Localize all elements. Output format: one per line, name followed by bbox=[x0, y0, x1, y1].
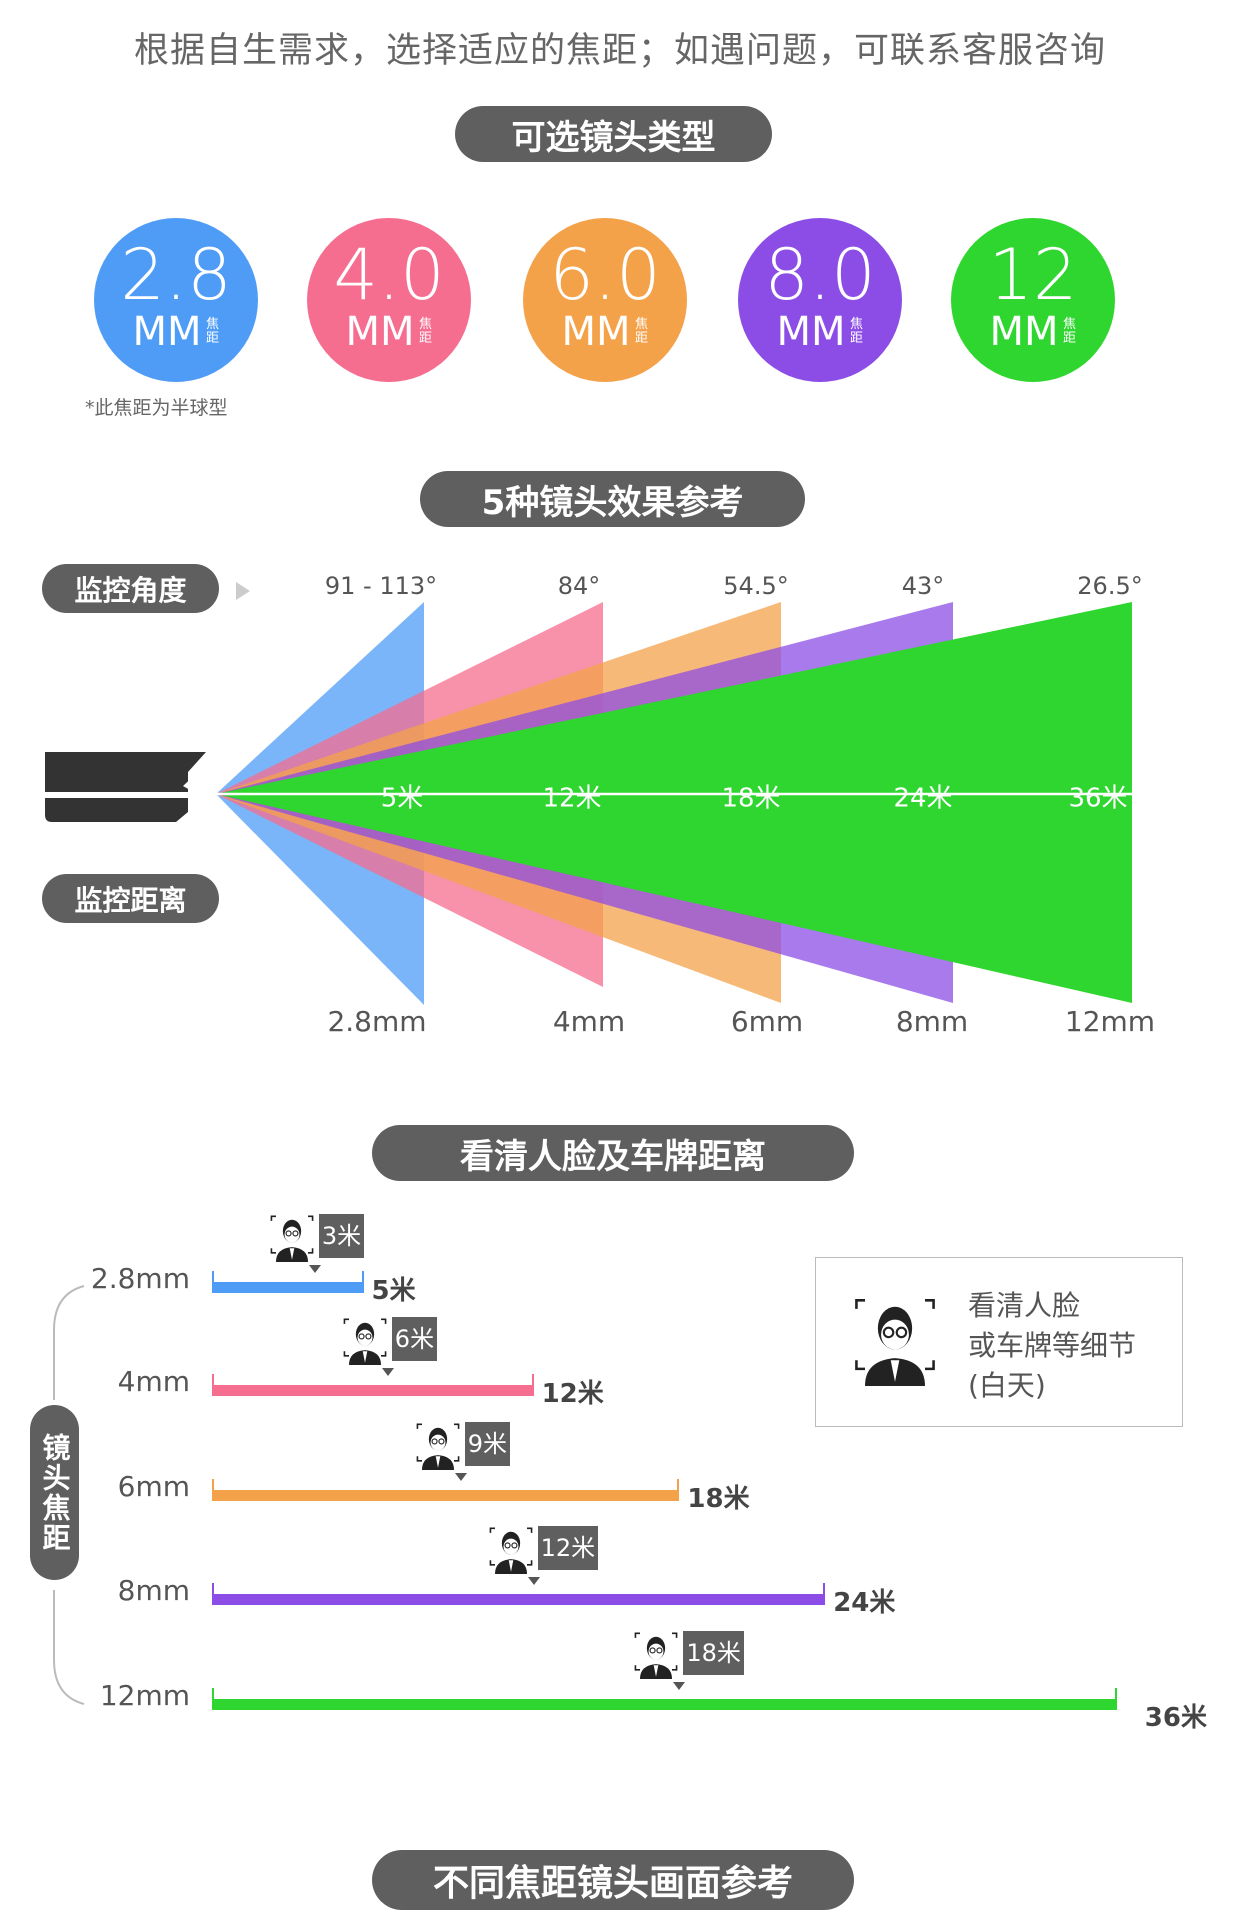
axis-label-text: 镜头焦距 bbox=[38, 1432, 72, 1553]
range-max-label: 12米 bbox=[541, 1379, 604, 1409]
focal-label: 2.8mm bbox=[327, 1005, 427, 1038]
face-icon bbox=[342, 1317, 388, 1369]
face-distance-badge: 9米 bbox=[464, 1422, 510, 1466]
marker-arrow-icon bbox=[673, 1682, 686, 1690]
distance-label: 18米 bbox=[721, 783, 781, 814]
marker-arrow-icon bbox=[381, 1368, 394, 1376]
face-distance-badge: 12米 bbox=[537, 1526, 599, 1570]
angle-label: 26.5° bbox=[1077, 572, 1143, 600]
lens-value: 12 bbox=[988, 234, 1078, 316]
lens-circle-0: 2.8 MM 焦距 bbox=[94, 218, 258, 382]
section-title-lens-types: 可选镜头类型 bbox=[455, 106, 772, 162]
marker-arrow-icon bbox=[454, 1473, 467, 1481]
lens-sub: 焦距 bbox=[419, 317, 433, 346]
face-icon bbox=[488, 1526, 534, 1578]
intro-text: 根据自生需求，选择适应的焦距；如遇问题，可联系客服咨询 bbox=[133, 31, 1106, 71]
range-focal-label: 12mm bbox=[99, 1679, 190, 1712]
dome-note: *此焦距为半球型 bbox=[85, 397, 228, 419]
range-focal-label: 2.8mm bbox=[90, 1262, 190, 1295]
face-distance-badge: 3米 bbox=[318, 1214, 365, 1258]
lens-unit: MM bbox=[345, 309, 415, 355]
face-distance-badge: 6米 bbox=[391, 1317, 438, 1361]
range-max-label: 5米 bbox=[371, 1276, 416, 1306]
bracket-line bbox=[53, 1285, 85, 1705]
face-icon bbox=[415, 1422, 461, 1474]
range-bar bbox=[212, 1385, 534, 1396]
distance-label: 24米 bbox=[893, 783, 953, 814]
face-icon bbox=[633, 1631, 679, 1683]
lens-sub: 焦距 bbox=[635, 317, 649, 346]
lens-value: 2.8 bbox=[120, 234, 232, 316]
arrow-right-icon bbox=[236, 582, 250, 600]
range-end-tick bbox=[677, 1479, 680, 1501]
fan-wedge-12mm bbox=[216, 602, 1132, 1003]
angle-label: 54.5° bbox=[723, 572, 789, 600]
angle-label: 91 - 113° bbox=[324, 572, 438, 600]
lens-unit: MM bbox=[989, 309, 1059, 355]
range-bar bbox=[212, 1282, 364, 1293]
range-start-tick bbox=[212, 1479, 214, 1501]
legend-line-2: 或车牌等细节 bbox=[968, 1329, 1137, 1362]
range-max-label: 36米 bbox=[1144, 1703, 1207, 1733]
fan-diagram bbox=[45, 602, 1132, 1005]
range-bar bbox=[212, 1490, 680, 1501]
face-recognition-icon bbox=[855, 1299, 935, 1386]
face-icon bbox=[269, 1214, 315, 1266]
distance-label: 12米 bbox=[542, 783, 602, 814]
range-start-tick bbox=[212, 1271, 214, 1293]
marker-arrow-icon bbox=[527, 1577, 540, 1585]
range-start-tick bbox=[212, 1583, 214, 1605]
lens-unit: MM bbox=[132, 309, 202, 355]
lens-unit: MM bbox=[561, 309, 631, 355]
lens-unit: MM bbox=[776, 309, 846, 355]
lens-sub: 焦距 bbox=[206, 317, 220, 346]
angle-label: 84° bbox=[557, 572, 601, 600]
section-title-face-distance: 看清人脸及车牌距离 bbox=[372, 1125, 854, 1181]
angle-label-pill: 监控角度 bbox=[42, 564, 219, 613]
range-start-tick bbox=[212, 1374, 214, 1396]
range-focal-label: 6mm bbox=[117, 1470, 190, 1503]
range-end-tick bbox=[531, 1374, 534, 1396]
lens-value: 6.0 bbox=[549, 234, 661, 316]
lens-circle-1: 4.0 MM 焦距 bbox=[307, 218, 471, 382]
lens-value: 4.0 bbox=[333, 234, 445, 316]
camera-icon bbox=[45, 752, 206, 822]
angle-label: 43° bbox=[901, 572, 945, 600]
section-title-picture-reference: 不同焦距镜头画面参考 bbox=[372, 1850, 854, 1910]
legend-line-3: (白天) bbox=[968, 1369, 1046, 1402]
distance-label: 36米 bbox=[1068, 783, 1128, 814]
lens-focal-axis-label: 镜头焦距 bbox=[30, 1405, 79, 1580]
focal-label: 6mm bbox=[730, 1005, 804, 1038]
range-bar bbox=[212, 1699, 1117, 1710]
lens-circle-4: 12 MM 焦距 bbox=[951, 218, 1115, 382]
lens-circle-2: 6.0 MM 焦距 bbox=[523, 218, 687, 382]
lens-sub: 焦距 bbox=[850, 317, 864, 346]
marker-arrow-icon bbox=[308, 1265, 321, 1273]
range-focal-label: 4mm bbox=[117, 1365, 190, 1398]
range-end-tick bbox=[1114, 1688, 1117, 1710]
range-start-tick bbox=[212, 1688, 214, 1710]
distance-label-pill: 监控距离 bbox=[42, 874, 219, 923]
focal-label: 12mm bbox=[1064, 1005, 1156, 1038]
section-title-lens-effects: 5种镜头效果参考 bbox=[420, 471, 805, 527]
range-max-label: 18米 bbox=[687, 1484, 750, 1514]
face-distance-badge: 18米 bbox=[683, 1631, 744, 1675]
lens-value: 8.0 bbox=[764, 234, 876, 316]
range-end-tick bbox=[823, 1583, 826, 1605]
distance-label: 5米 bbox=[380, 783, 424, 814]
range-max-label: 24米 bbox=[833, 1588, 896, 1618]
legend-box: 看清人脸 或车牌等细节 (白天) bbox=[815, 1257, 1183, 1427]
range-bar bbox=[212, 1594, 826, 1605]
lens-sub: 焦距 bbox=[1063, 317, 1077, 346]
focal-label: 8mm bbox=[895, 1005, 969, 1038]
focal-label: 4mm bbox=[552, 1005, 626, 1038]
legend-line-1: 看清人脸 bbox=[968, 1289, 1081, 1322]
lens-circle-3: 8.0 MM 焦距 bbox=[738, 218, 902, 382]
range-focal-label: 8mm bbox=[117, 1574, 190, 1607]
range-end-tick bbox=[361, 1271, 364, 1293]
